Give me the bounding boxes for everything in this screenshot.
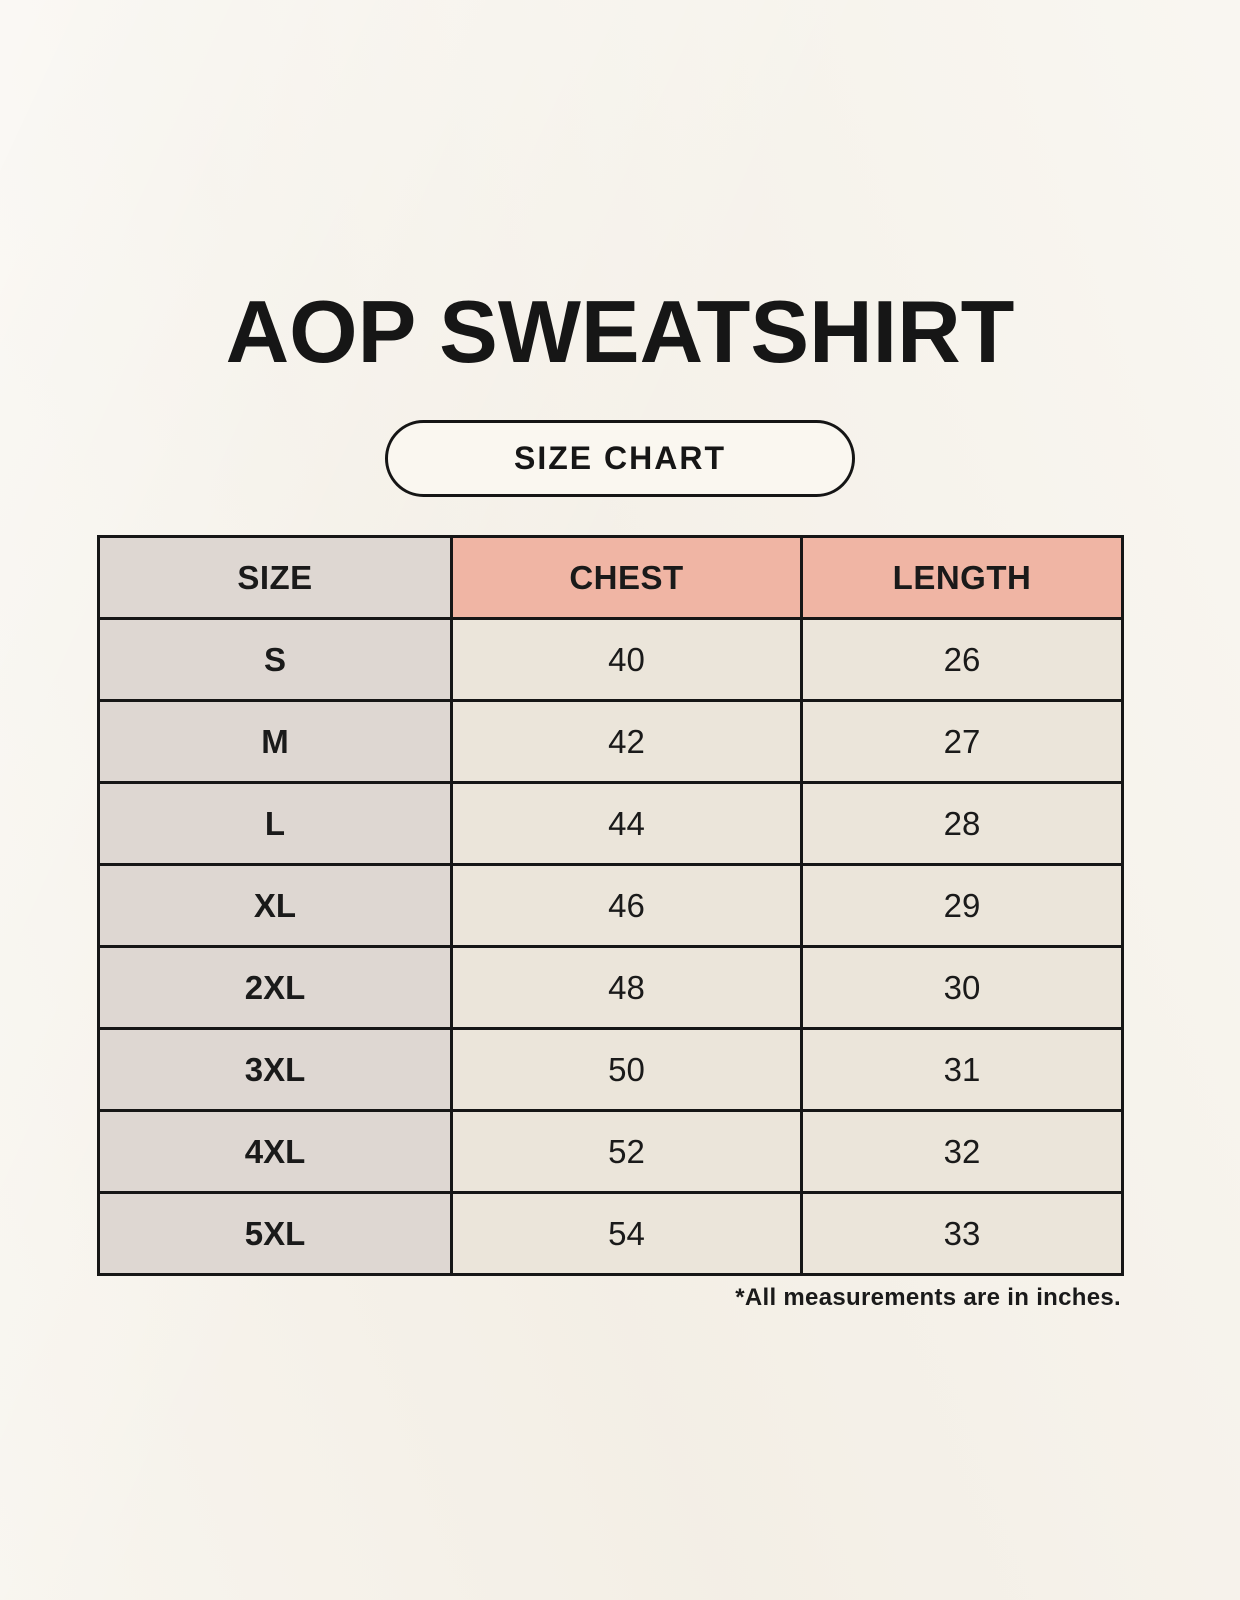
table-row: L 44 28 <box>97 781 1124 866</box>
table-row: S 40 26 <box>97 617 1124 702</box>
size-chart-badge: SIZE CHART <box>385 420 855 497</box>
size-cell: XL <box>97 863 453 948</box>
length-cell: 27 <box>800 699 1124 784</box>
size-cell: 5XL <box>97 1191 453 1276</box>
chest-cell: 46 <box>450 863 803 948</box>
table-row: 3XL 50 31 <box>97 1027 1124 1112</box>
chest-cell: 48 <box>450 945 803 1030</box>
length-cell: 28 <box>800 781 1124 866</box>
size-cell: L <box>97 781 453 866</box>
size-cell: 4XL <box>97 1109 453 1194</box>
table-row: XL 46 29 <box>97 863 1124 948</box>
size-cell: 2XL <box>97 945 453 1030</box>
size-table: SIZE CHEST LENGTH S 40 26 M 42 27 L 44 2… <box>97 535 1124 1276</box>
length-cell: 33 <box>800 1191 1124 1276</box>
length-cell: 31 <box>800 1027 1124 1112</box>
table-row: 2XL 48 30 <box>97 945 1124 1030</box>
column-header-length: LENGTH <box>800 535 1124 620</box>
table-header-row: SIZE CHEST LENGTH <box>97 535 1124 620</box>
page-title: AOP SWEATSHIRT <box>225 282 1015 381</box>
chest-cell: 42 <box>450 699 803 784</box>
chest-cell: 54 <box>450 1191 803 1276</box>
chest-cell: 52 <box>450 1109 803 1194</box>
table-row: M 42 27 <box>97 699 1124 784</box>
length-cell: 26 <box>800 617 1124 702</box>
table-row: 5XL 54 33 <box>97 1191 1124 1276</box>
measurements-footnote: *All measurements are in inches. <box>735 1284 1121 1311</box>
chest-cell: 44 <box>450 781 803 866</box>
table-row: 4XL 52 32 <box>97 1109 1124 1194</box>
column-header-size: SIZE <box>97 535 453 620</box>
size-cell: M <box>97 699 453 784</box>
length-cell: 30 <box>800 945 1124 1030</box>
length-cell: 29 <box>800 863 1124 948</box>
chest-cell: 50 <box>450 1027 803 1112</box>
size-chart-badge-label: SIZE CHART <box>514 440 726 476</box>
chest-cell: 40 <box>450 617 803 702</box>
column-header-chest: CHEST <box>450 535 803 620</box>
size-cell: 3XL <box>97 1027 453 1112</box>
size-cell: S <box>97 617 453 702</box>
length-cell: 32 <box>800 1109 1124 1194</box>
